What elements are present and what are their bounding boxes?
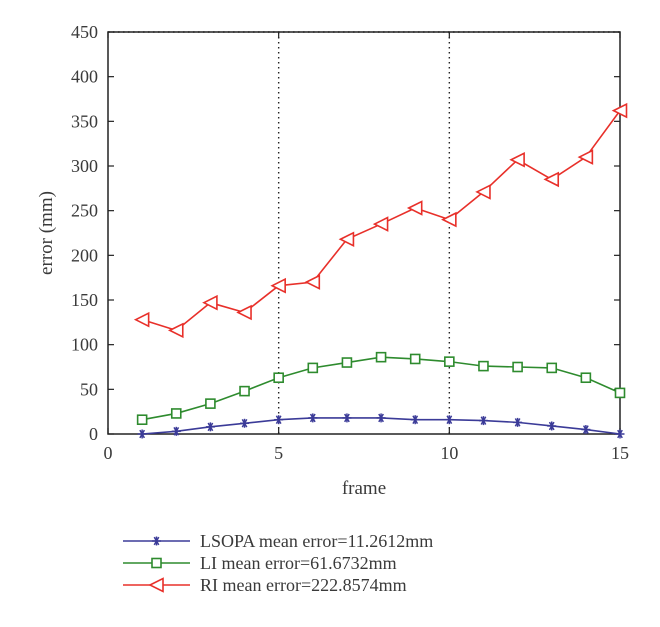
data-point (614, 387, 626, 399)
data-point (137, 429, 147, 439)
triangle-marker (148, 577, 164, 593)
legend-label: LSOPA mean error=11.2612mm (200, 531, 433, 551)
data-point (170, 408, 182, 419)
data-point (410, 415, 420, 425)
data-point (171, 426, 181, 436)
data-point (577, 149, 594, 165)
square-marker (151, 557, 162, 569)
data-point (513, 417, 523, 427)
series-3 (133, 102, 628, 339)
data-point (406, 200, 423, 216)
data-point (547, 421, 557, 431)
data-point (202, 294, 218, 311)
legend-entry-1: LSOPA mean error=11.2612mm (123, 531, 433, 551)
data-point (444, 415, 454, 425)
data-point (342, 413, 352, 423)
x-tick-label: 10 (440, 443, 458, 463)
data-point (581, 425, 591, 435)
x-axis-label: frame (342, 478, 386, 499)
series-layer (133, 102, 628, 439)
data-point (270, 277, 286, 294)
data-point (338, 231, 355, 248)
data-point (611, 102, 628, 119)
data-point (205, 398, 216, 409)
data-point (509, 151, 525, 168)
data-point (240, 418, 250, 428)
y-tick-label: 450 (71, 22, 98, 42)
y-tick-label: 0 (89, 424, 98, 444)
data-point (615, 429, 625, 439)
legend-entry-3: RI mean error=222.8574mm (123, 575, 407, 595)
y-tick-label: 400 (71, 67, 98, 87)
star-marker (152, 536, 161, 546)
data-point (478, 416, 488, 426)
x-tick-label: 5 (274, 443, 283, 463)
y-tick-label: 50 (80, 379, 98, 399)
x-tick-label: 15 (611, 443, 629, 463)
data-point (409, 353, 421, 365)
data-point (239, 385, 250, 397)
y-tick-label: 150 (71, 290, 98, 310)
axis-ticks: 0 50 100 150 200 250 300 350 400 450 0 5 10 15 (71, 22, 629, 463)
y-axis-label: error (mm) (36, 191, 57, 275)
data-point (308, 413, 318, 423)
data-point (543, 171, 560, 188)
data-point (580, 372, 592, 384)
y-tick-label: 250 (71, 201, 98, 221)
data-point (341, 357, 353, 368)
data-point (205, 422, 215, 432)
y-tick-label: 200 (71, 245, 98, 265)
data-point (136, 414, 148, 426)
data-point (273, 372, 284, 384)
data-point (307, 362, 319, 374)
data-point (372, 216, 389, 232)
y-tick-label: 300 (71, 156, 98, 176)
data-point (475, 184, 491, 200)
y-tick-label: 100 (71, 335, 98, 355)
data-point (478, 360, 489, 372)
legend-label: RI mean error=222.8574mm (200, 575, 407, 595)
data-point (375, 351, 387, 363)
legend-label: LI mean error=61.6732mm (200, 553, 397, 573)
data-point (376, 413, 386, 423)
data-point (512, 361, 523, 373)
y-tick-label: 350 (71, 111, 98, 131)
x-tick-label: 0 (104, 443, 113, 463)
series-2 (136, 351, 626, 426)
data-point (441, 211, 457, 228)
data-point (444, 356, 455, 367)
legend-entry-2: LI mean error=61.6732mm (123, 553, 397, 573)
data-point (236, 304, 252, 321)
data-point (546, 362, 558, 374)
data-point (133, 311, 150, 328)
series-1 (137, 413, 625, 439)
grid-lines (108, 31, 620, 434)
plot-frame (107, 31, 621, 435)
data-point (274, 415, 284, 425)
data-point (304, 274, 321, 290)
data-point (167, 322, 184, 339)
